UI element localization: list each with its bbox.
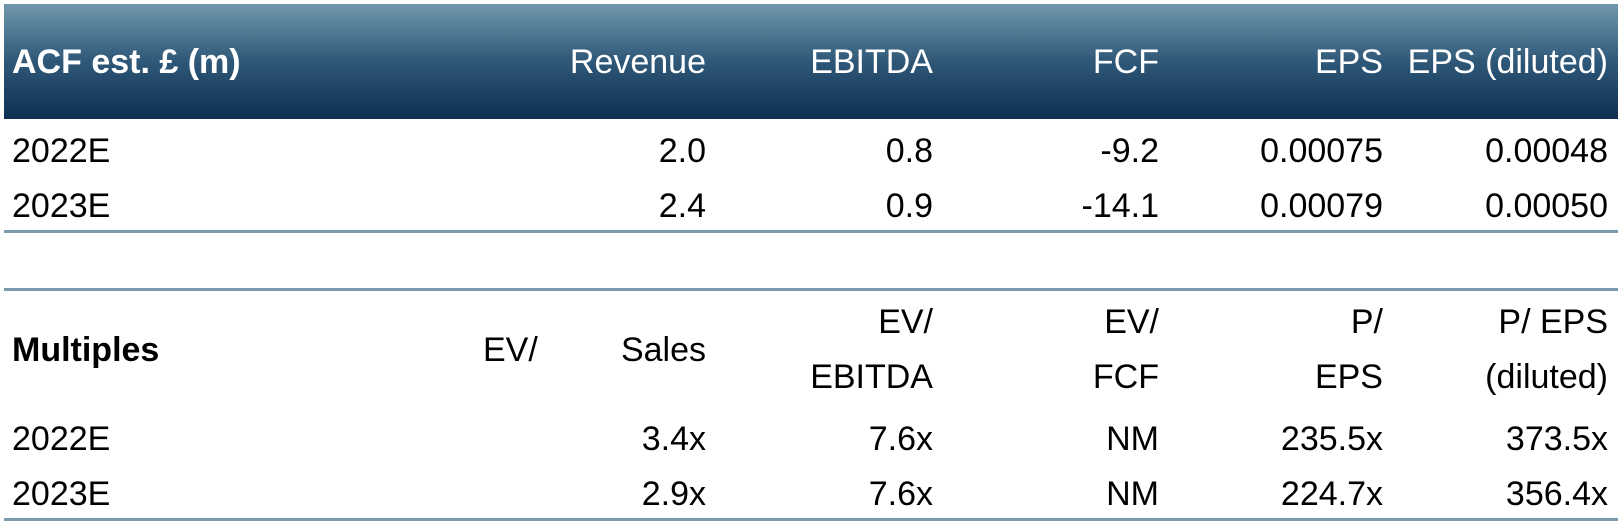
col-header-ev-fcf-line1: EV/ — [1104, 303, 1159, 341]
multiples-cell-pe: 235.5x — [1280, 420, 1383, 458]
estimates-title: ACF est. £ (m) — [12, 43, 241, 81]
estimates-cell-eps-diluted: 0.00048 — [1485, 132, 1608, 170]
multiples-cell-ev-fcf: NM — [1106, 475, 1159, 513]
col-header-sales: Sales — [620, 331, 706, 369]
estimates-cell-eps: 0.00079 — [1260, 187, 1383, 225]
col-header-pe-line2: EPS — [1314, 358, 1383, 396]
multiples-row-label: 2023E — [12, 475, 111, 513]
col-header-ev: EV/ — [483, 331, 538, 369]
col-header-eps-diluted: EPS (diluted) — [1407, 43, 1608, 81]
multiples-title: Multiples — [12, 331, 160, 369]
estimates-row-label: 2023E — [12, 187, 111, 225]
multiples-cell-pe-diluted: 373.5x — [1505, 420, 1608, 458]
col-header-fcf: FCF — [1092, 43, 1159, 81]
col-header-ev-ebitda-line1: EV/ — [878, 303, 933, 341]
multiples-cell-ev-sales: 3.4x — [641, 420, 706, 458]
col-header-pe-diluted-line1: P/ EPS — [1498, 303, 1608, 341]
col-header-ev-ebitda-line2: EBITDA — [810, 358, 933, 396]
estimates-header-bar — [4, 4, 1618, 119]
multiples-row-label: 2022E — [12, 420, 111, 458]
col-header-revenue: Revenue — [569, 43, 706, 81]
col-header-pe-diluted-line2: (diluted) — [1485, 358, 1608, 396]
estimates-cell-fcf: -14.1 — [1081, 187, 1160, 225]
multiples-cell-ev-ebitda: 7.6x — [868, 475, 933, 513]
estimates-cell-revenue: 2.4 — [658, 187, 706, 225]
col-header-pe-line1: P/ — [1350, 303, 1383, 341]
multiples-bottom-rule — [4, 518, 1618, 521]
estimates-cell-eps-diluted: 0.00050 — [1485, 187, 1608, 225]
estimates-row-label: 2022E — [12, 132, 111, 170]
col-header-eps: EPS — [1314, 43, 1383, 81]
col-header-ev-fcf-line2: FCF — [1092, 358, 1159, 396]
estimates-cell-ebitda: 0.9 — [885, 187, 933, 225]
estimates-cell-revenue: 2.0 — [658, 132, 706, 170]
multiples-cell-pe-diluted: 356.4x — [1505, 475, 1608, 513]
estimates-cell-fcf: -9.2 — [1100, 132, 1159, 170]
estimates-bottom-rule — [4, 230, 1618, 233]
multiples-cell-pe: 224.7x — [1280, 475, 1383, 513]
estimates-cell-ebitda: 0.8 — [885, 132, 933, 170]
estimates-cell-eps: 0.00075 — [1260, 132, 1383, 170]
col-header-ebitda: EBITDA — [810, 43, 933, 81]
multiples-cell-ev-sales: 2.9x — [641, 475, 706, 513]
multiples-top-rule — [4, 288, 1618, 291]
multiples-cell-ev-fcf: NM — [1106, 420, 1159, 458]
multiples-cell-ev-ebitda: 7.6x — [868, 420, 933, 458]
